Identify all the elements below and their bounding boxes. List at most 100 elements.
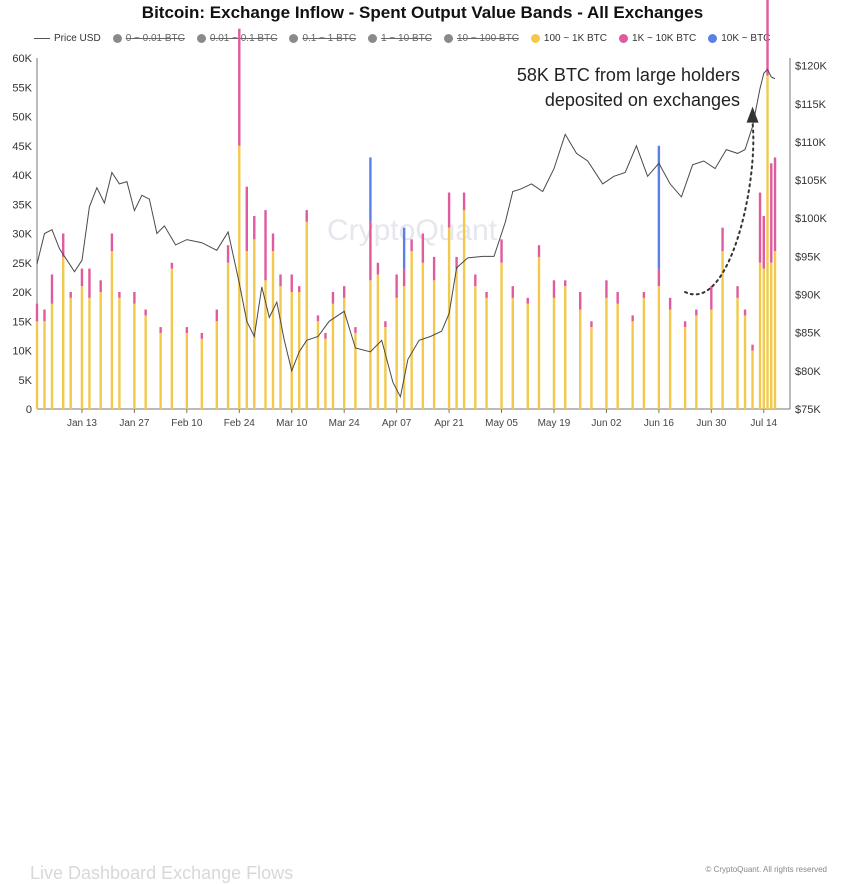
bar-segment: [605, 280, 608, 298]
legend-item[interactable]: 1 ~ 10 BTC: [368, 33, 432, 44]
bar-segment: [62, 256, 65, 409]
bar-segment: [402, 268, 406, 287]
legend-swatch: [112, 33, 122, 43]
bar-segment: [402, 286, 406, 409]
bar-segment: [537, 245, 541, 257]
bar-segment: [369, 221, 372, 281]
bar-segment: [369, 157, 372, 222]
bar-segment: [564, 286, 567, 409]
bar-segment: [537, 256, 541, 409]
bar-segment: [395, 297, 398, 409]
bar-segment: [579, 292, 582, 310]
bar-segment: [342, 286, 346, 298]
bar-segment: [384, 321, 387, 328]
bar-segment: [376, 262, 380, 275]
bar-segment: [215, 321, 219, 409]
x-tick-label: Feb 24: [224, 418, 256, 429]
legend: Price USD 0 ~ 0.01 BTC 0.01 ~ 0.1 BTC 0.1 ~…: [34, 29, 834, 47]
bar-segment: [316, 315, 320, 322]
bar-segment: [35, 303, 39, 322]
bar-segment: [758, 262, 762, 409]
annotation-arrow-head: [746, 106, 759, 123]
right-tick-label: $100K: [795, 213, 827, 225]
legend-item[interactable]: 100 ~ 1K BTC: [530, 32, 608, 44]
left-tick-label: 55K: [12, 82, 32, 94]
bar-segment: [511, 286, 514, 298]
x-tick-label: Jun 02: [591, 418, 621, 429]
legend-swatch: [289, 33, 299, 43]
bar-segment: [410, 251, 413, 409]
bar-segment: [342, 297, 346, 409]
bar-segment: [766, 0, 769, 76]
bar-segment: [736, 286, 739, 298]
bar-segment: [552, 297, 556, 409]
bar-segment: [99, 292, 102, 409]
right-tick-label: $110K: [795, 137, 827, 149]
legend-label: 1 ~ 10 BTC: [381, 32, 432, 44]
bar-segment: [316, 321, 320, 409]
bar-segment: [305, 210, 308, 222]
bar-segment: [200, 338, 204, 409]
bar-segment: [110, 251, 114, 409]
legend-swatch: [368, 33, 378, 43]
bar-segment: [758, 192, 762, 263]
bar-segment: [170, 262, 174, 269]
left-tick-label: 35K: [12, 199, 32, 211]
bar-segment: [144, 315, 147, 409]
legend-swatch: [708, 33, 718, 43]
left-tick-label: 45K: [12, 141, 32, 153]
x-tick-label: Apr 07: [382, 418, 412, 429]
bar-segment: [410, 239, 413, 252]
bar-segment: [590, 321, 593, 328]
legend-label: 10K ~ BTC: [721, 32, 771, 44]
bar-segment: [279, 286, 282, 409]
bar-segment: [485, 297, 488, 409]
bar-segment: [616, 292, 619, 304]
bar-segment: [245, 186, 248, 252]
bar-segment: [376, 274, 380, 409]
bar-segment: [118, 292, 121, 298]
legend-item[interactable]: 10K ~ BTC: [708, 33, 770, 44]
bar-segment: [773, 157, 777, 252]
legend-swatch: [34, 37, 50, 39]
legend-label: 0.01 ~ 0.1 BTC: [209, 32, 278, 44]
legend-swatch: [619, 33, 629, 43]
bar-segment: [369, 280, 372, 409]
legend-item[interactable]: 0 ~ 0.01 BTC: [112, 33, 185, 44]
bar-segment: [579, 309, 582, 409]
bar-segment: [631, 315, 634, 322]
bar-segment: [88, 297, 91, 409]
left-tick-label: 50K: [12, 112, 32, 124]
bar-segment: [215, 309, 219, 322]
right-tick-label: $75K: [795, 404, 821, 416]
bar-segment: [447, 192, 451, 228]
x-tick-label: Apr 21: [434, 418, 464, 429]
left-tick-label: 0: [26, 404, 32, 416]
bar-segment: [605, 297, 608, 409]
bar-segment: [743, 309, 747, 316]
left-tick-label: 20K: [12, 287, 32, 299]
bar-segment: [683, 321, 687, 328]
annotation-line-1: 58K BTC from large holders: [517, 65, 740, 85]
legend-item[interactable]: Price USD: [34, 33, 101, 44]
bar-segment: [526, 303, 529, 409]
legend-label: 100 ~ 1K BTC: [543, 32, 608, 44]
price-line: [36, 68, 776, 399]
legend-item[interactable]: 0.1 ~ 1 BTC: [289, 33, 356, 44]
legend-item[interactable]: 1K ~ 10K BTC: [619, 33, 696, 44]
left-tick-label: 30K: [12, 229, 32, 241]
bar-segment: [290, 274, 293, 292]
legend-item[interactable]: 10 ~ 100 BTC: [443, 33, 519, 44]
bar-segment: [766, 75, 769, 410]
bar-segment: [721, 251, 724, 409]
right-tick-label: $115K: [795, 99, 827, 111]
bar-segment: [770, 163, 773, 263]
x-tick-label: Mar 10: [276, 418, 308, 429]
legend-item[interactable]: 0.01 ~ 0.1 BTC: [196, 32, 278, 44]
bar-segment: [331, 292, 335, 304]
x-tick-label: Jul 14: [750, 418, 777, 429]
bar-segment: [500, 239, 503, 263]
bar-segment: [455, 268, 458, 409]
bar-segment: [238, 28, 241, 146]
bar-segment: [432, 256, 436, 281]
